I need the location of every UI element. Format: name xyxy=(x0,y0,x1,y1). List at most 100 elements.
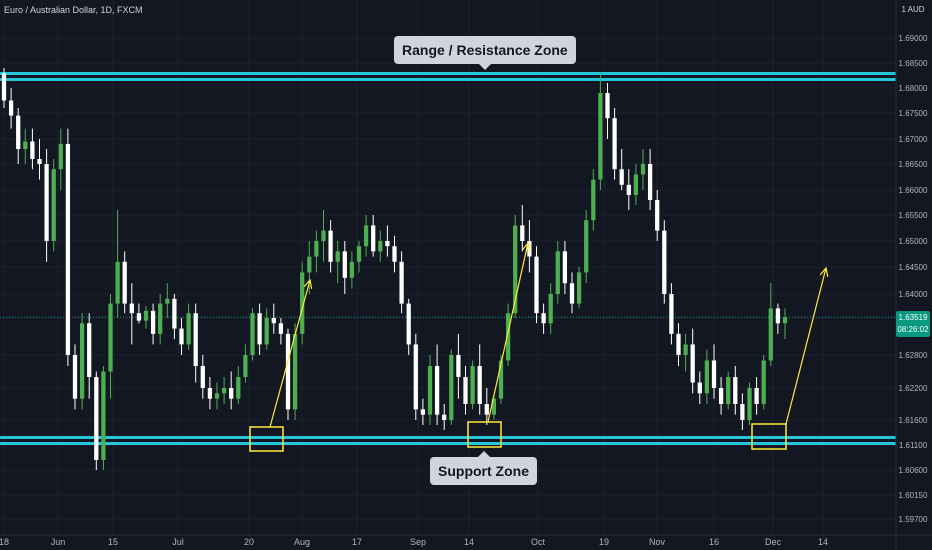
candle-body xyxy=(534,256,539,314)
candle-body xyxy=(349,261,355,278)
candle-body xyxy=(655,200,660,231)
candle-body xyxy=(193,313,198,366)
candle-body xyxy=(87,323,92,377)
candle-body xyxy=(221,388,227,394)
candle-body xyxy=(647,164,653,200)
candle-body xyxy=(250,313,255,355)
candle-body xyxy=(399,261,404,304)
candle-body xyxy=(143,310,149,321)
candle-body xyxy=(477,366,482,404)
bar-countdown: 08:26:02 xyxy=(897,325,929,334)
candle-body xyxy=(108,303,113,372)
candle-body xyxy=(683,344,688,355)
current-price-value: 1.63519 xyxy=(898,313,928,322)
price-tick-label: 1.64500 xyxy=(899,263,928,272)
time-tick-label: 14 xyxy=(464,537,474,547)
candle-body xyxy=(612,118,617,170)
candle-body xyxy=(51,169,56,241)
price-tick-label: 1.59700 xyxy=(899,515,928,524)
projection-arrow-line-1 xyxy=(487,242,529,423)
candle-body xyxy=(207,388,213,399)
candle-body xyxy=(385,241,390,247)
time-tick-label: Dec xyxy=(765,537,782,547)
candle-body xyxy=(1,73,7,101)
time-tick-label: 17 xyxy=(352,537,362,547)
candle-body xyxy=(314,241,319,257)
candle-body xyxy=(718,388,724,404)
price-tick-label: 1.66500 xyxy=(899,160,928,169)
candle-body xyxy=(520,225,525,241)
candle-body xyxy=(740,404,745,420)
candle-body xyxy=(605,93,610,119)
candle-body xyxy=(456,355,461,377)
candle-body xyxy=(669,294,674,334)
candle-body xyxy=(662,230,667,294)
price-tick-label: 1.61600 xyxy=(899,416,928,425)
candle-body xyxy=(711,360,717,388)
candle-body xyxy=(307,256,312,273)
support-touch-box-2 xyxy=(751,423,787,450)
time-tick-label: Nov xyxy=(649,537,666,547)
candle-body xyxy=(491,398,497,415)
candle-body xyxy=(619,169,624,185)
candle-body xyxy=(200,366,205,388)
candle-body xyxy=(186,313,191,345)
candle-body xyxy=(704,360,710,394)
candle-body xyxy=(150,310,156,334)
candle-body xyxy=(591,179,596,221)
candle-body xyxy=(321,230,326,241)
price-tick-label: 1.68000 xyxy=(899,84,928,93)
support-touch-box-1 xyxy=(467,421,502,448)
candle-body xyxy=(37,159,42,164)
resistance-zone-label[interactable]: Range / Resistance Zone xyxy=(394,36,576,70)
time-axis[interactable]: 18 Jun 15 Jul 20 Aug 17 Sep 14 Oct 19 Nov 16 Dec 14 xyxy=(0,534,932,547)
time-tick-label: 14 xyxy=(818,537,828,547)
price-tick-label: 1.61100 xyxy=(899,441,928,450)
candle-body xyxy=(122,261,127,304)
price-tick-label: 1.67500 xyxy=(899,109,928,118)
price-axis[interactable]: 1.69000 1.68500 1.68000 1.67500 1.67000 1.665… xyxy=(895,0,928,550)
price-tick-label: 1.65000 xyxy=(899,237,928,246)
projection-arrow-line-0 xyxy=(269,279,311,428)
candle-body xyxy=(101,371,106,460)
price-tick-label: 1.62800 xyxy=(899,351,928,360)
candle-body xyxy=(356,246,362,262)
time-tick-label: Jul xyxy=(172,537,184,547)
candle-body xyxy=(8,100,14,116)
time-tick-label: Oct xyxy=(531,537,546,547)
candle-body xyxy=(115,261,120,304)
candle-body xyxy=(541,313,546,324)
candle-body xyxy=(697,382,702,394)
candle-body xyxy=(406,303,411,345)
candle-body xyxy=(72,355,78,399)
candle-body xyxy=(172,298,177,329)
time-tick-label: Jun xyxy=(51,537,66,547)
candle-body xyxy=(264,318,269,345)
candle-body xyxy=(300,272,305,334)
candle-body xyxy=(782,317,788,324)
price-tick-label: 1.65500 xyxy=(899,211,928,220)
candle-body xyxy=(229,388,234,399)
price-tick-label: 1.69000 xyxy=(899,34,928,43)
candle-body xyxy=(392,246,397,262)
candle-body xyxy=(463,377,468,404)
candle-body xyxy=(23,141,28,149)
candle-body xyxy=(257,313,262,345)
time-tick-label: Aug xyxy=(294,537,310,547)
candle-body xyxy=(214,393,220,399)
candle-body xyxy=(498,360,504,399)
candle-body xyxy=(243,355,248,377)
candle-body xyxy=(165,298,170,304)
candle-body xyxy=(761,360,766,404)
candle-body xyxy=(676,333,681,355)
candle-body xyxy=(626,184,631,195)
candle-body xyxy=(733,377,738,404)
candle-body xyxy=(726,377,731,404)
projection-arrow-line-2 xyxy=(785,267,827,425)
support-zone-label[interactable]: Support Zone xyxy=(430,451,537,485)
current-price-badge: 1.63519 08:26:02 xyxy=(896,311,930,337)
candle-body xyxy=(420,409,426,415)
candle-body xyxy=(413,344,418,410)
projection-arrow-head-0 xyxy=(303,278,313,289)
